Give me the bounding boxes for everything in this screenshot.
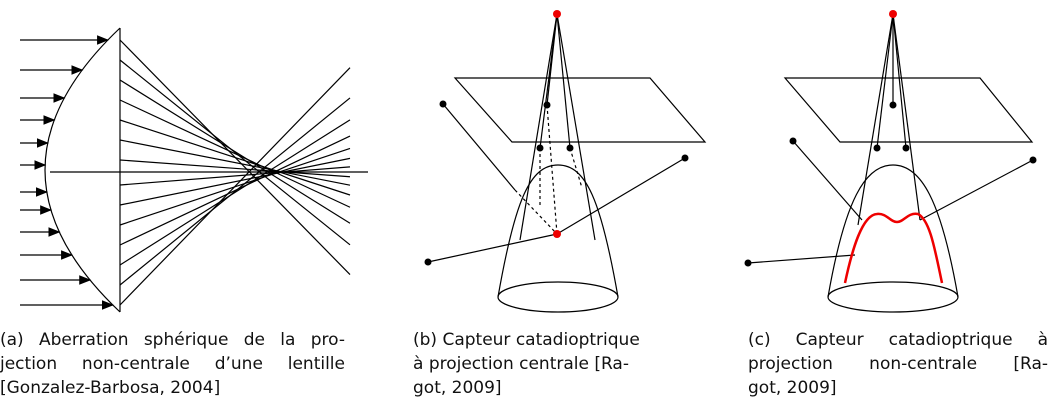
refracted-ray <box>119 119 351 196</box>
ray <box>539 13 558 149</box>
caption: (a) Aberration sphérique de la pro- ject… <box>0 328 345 400</box>
point <box>536 144 544 152</box>
refracted-ray <box>119 79 351 224</box>
ray <box>857 13 894 226</box>
refracted-ray <box>119 97 351 286</box>
image-plane <box>453 77 707 143</box>
refracted-ray <box>119 135 351 246</box>
point <box>902 144 910 152</box>
image-plane <box>783 77 1034 143</box>
point <box>789 137 797 145</box>
ray <box>556 13 596 241</box>
refracted-ray <box>119 166 351 186</box>
mirror-base <box>827 281 959 313</box>
focal-point <box>553 10 561 18</box>
refracted-ray <box>119 67 351 306</box>
caption-line: got, 2009] <box>413 378 502 398</box>
point <box>543 101 551 109</box>
ray <box>442 103 516 191</box>
ray <box>427 233 558 263</box>
caption-line: projection non-centrale [Ra- <box>748 354 1048 374</box>
mirror-base <box>497 281 619 313</box>
hidden-ray <box>514 189 558 235</box>
refracted-ray <box>119 157 351 206</box>
refracted-ray <box>119 159 351 178</box>
mirror-point <box>553 230 561 238</box>
ray <box>892 13 907 149</box>
caption-line: (b) Capteur catadioptrique <box>413 330 640 350</box>
ray <box>919 159 1034 221</box>
caption: (c) Capteur catadioptrique à projection … <box>748 328 1048 400</box>
caption-line: à projection centrale [Ra- <box>413 354 629 374</box>
lens-diagram <box>20 27 368 313</box>
point <box>889 101 897 109</box>
point <box>681 154 689 162</box>
caption-line: jection non-centrale d’une lentille <box>0 354 345 374</box>
focal-point <box>889 10 897 18</box>
ray <box>556 157 686 235</box>
lens-curve <box>44 27 121 313</box>
catadioptric-noncentral <box>744 10 1037 313</box>
mirror <box>827 164 959 298</box>
caption-line: (a) Aberration sphérique de la pro- <box>0 330 345 350</box>
point <box>566 144 574 152</box>
ray <box>792 140 863 221</box>
point <box>1029 156 1037 164</box>
refracted-ray <box>119 139 351 186</box>
caption-line: got, 2009] <box>748 378 837 398</box>
ray <box>747 254 856 264</box>
caustic-curve <box>843 212 944 284</box>
caption-line: (c) Capteur catadioptrique à <box>748 330 1048 350</box>
ray <box>876 13 894 149</box>
diagrams <box>20 10 1037 313</box>
caption: (b) Capteur catadioptrique à projection … <box>413 328 640 400</box>
point <box>744 259 752 267</box>
refracted-ray <box>119 119 351 266</box>
refracted-ray <box>119 59 351 246</box>
point <box>873 144 881 152</box>
catadioptric-central <box>424 10 707 313</box>
refracted-ray <box>119 99 351 208</box>
mirror <box>497 164 619 298</box>
ray <box>556 13 571 149</box>
point <box>424 258 432 266</box>
ray <box>519 13 558 241</box>
ray <box>892 13 921 221</box>
caption-line: [Gonzalez-Barbosa, 2004] <box>0 378 221 398</box>
point <box>439 100 447 108</box>
hidden-ray <box>539 104 583 235</box>
